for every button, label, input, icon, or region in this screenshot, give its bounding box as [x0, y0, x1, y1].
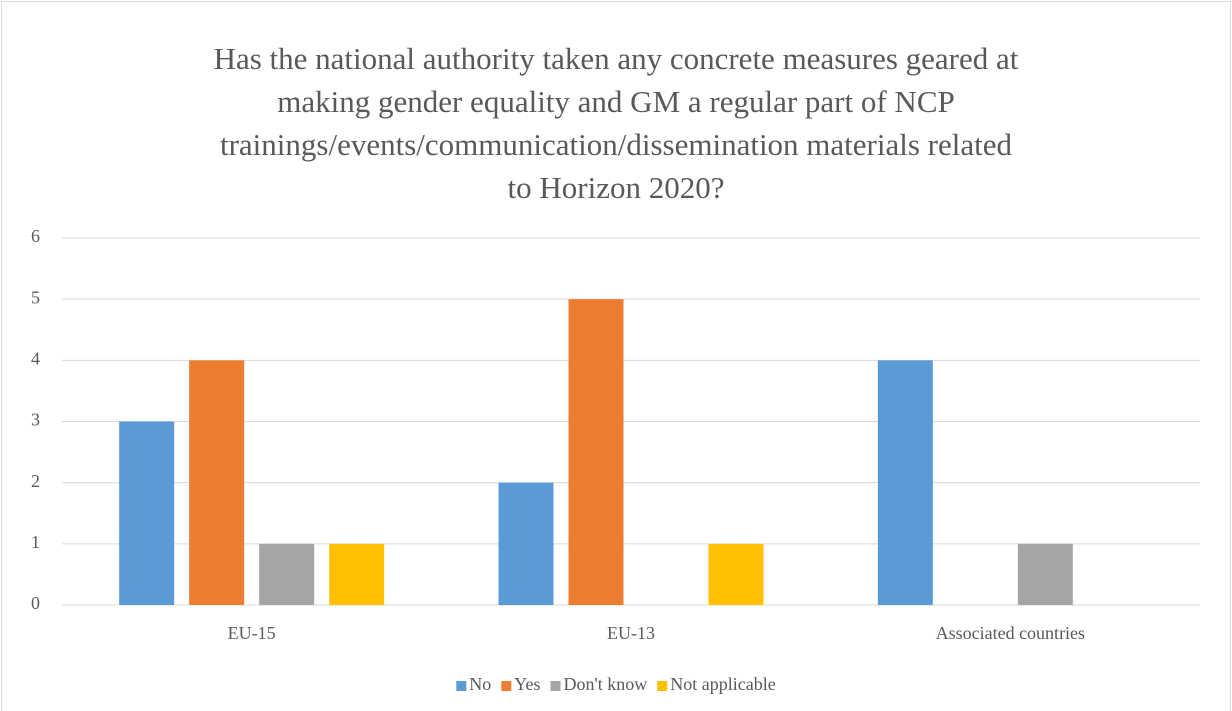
y-tick-label: 2 — [31, 471, 40, 491]
legend-label: Don't know — [563, 674, 647, 694]
y-tick-label: 1 — [31, 532, 40, 552]
legend-label: Yes — [514, 674, 540, 694]
legend-label: No — [469, 674, 491, 694]
legend-label: Not applicable — [670, 674, 775, 694]
bar — [119, 421, 175, 605]
y-tick-label: 5 — [31, 287, 40, 307]
chart-title: trainings/events/communication/dissemina… — [220, 127, 1013, 162]
chart-title: making gender equality and GM a regular … — [277, 84, 955, 119]
bar — [708, 543, 764, 605]
y-tick-label: 6 — [31, 226, 40, 246]
x-tick-label: EU-15 — [228, 623, 276, 643]
bar — [877, 360, 933, 605]
bar — [259, 543, 315, 605]
x-tick-label: EU-13 — [607, 623, 655, 643]
legend-swatch — [550, 681, 561, 691]
legend-swatch — [657, 681, 668, 691]
legend-swatch — [501, 681, 512, 691]
y-tick-label: 3 — [31, 410, 40, 430]
bar — [1017, 543, 1073, 605]
bar — [568, 299, 624, 605]
y-tick-label: 0 — [31, 593, 40, 613]
chart-title: Has the national authority taken any con… — [214, 41, 1019, 76]
legend-swatch — [456, 681, 467, 691]
bar — [498, 482, 554, 605]
x-tick-label: Associated countries — [936, 623, 1085, 643]
chart-title: to Horizon 2020? — [508, 170, 725, 205]
bar — [189, 360, 245, 605]
y-tick-label: 4 — [31, 348, 40, 368]
bar — [329, 543, 385, 605]
